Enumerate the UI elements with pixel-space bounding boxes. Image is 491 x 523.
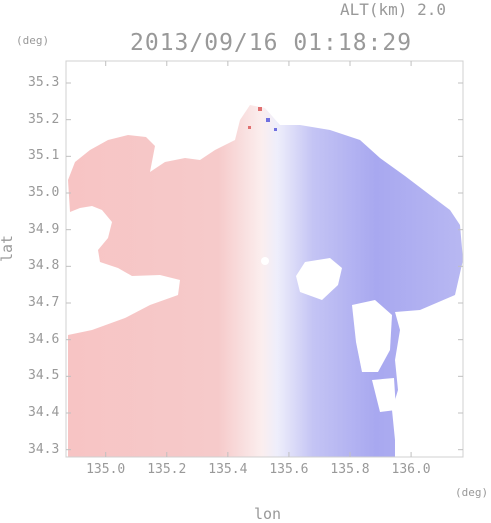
- clutter-speck: [266, 118, 270, 122]
- y-tick-label: 35.2: [28, 111, 60, 127]
- y-tick-label: 34.7: [28, 295, 60, 310]
- no-echo-patch: [372, 378, 396, 412]
- x-axis-label: lon: [254, 505, 282, 523]
- plot-frame: [65, 60, 464, 458]
- tick-marks: [66, 61, 463, 457]
- altitude-label: ALT(km) 2.0: [340, 0, 446, 19]
- radar-site-marker: [261, 257, 269, 265]
- x-tick-label: 136.0: [391, 462, 431, 477]
- clutter-speck: [258, 107, 262, 111]
- no-echo-patch: [296, 258, 342, 300]
- x-tick-label: 135.8: [330, 462, 370, 477]
- y-tick-label: 34.9: [28, 221, 60, 237]
- x-tick-label: 135.4: [208, 462, 248, 477]
- clutter-speck: [248, 126, 251, 129]
- x-axis-unit: (deg): [455, 486, 489, 499]
- y-tick-label: 35.1: [28, 148, 60, 164]
- y-tick-label: 35.3: [28, 75, 60, 90]
- y-tick-label: 34.6: [28, 331, 60, 347]
- y-tick-label: 35.0: [28, 185, 60, 200]
- no-echo-patch: [352, 300, 392, 372]
- clutter-speck: [274, 128, 277, 131]
- radar-echo-region: [68, 105, 463, 457]
- y-tick-label: 34.8: [28, 258, 60, 274]
- y-tick-label: 34.3: [28, 441, 60, 457]
- y-tick-label: 34.4: [28, 405, 60, 420]
- timestamp-title: 2013/09/16 01:18:29: [130, 30, 413, 56]
- x-tick-label: 135.0: [86, 462, 126, 477]
- x-tick-label: 135.6: [269, 462, 309, 477]
- x-tick-label: 135.2: [147, 462, 187, 477]
- y-tick-label: 34.5: [28, 368, 60, 384]
- y-axis-unit: (deg): [16, 34, 50, 47]
